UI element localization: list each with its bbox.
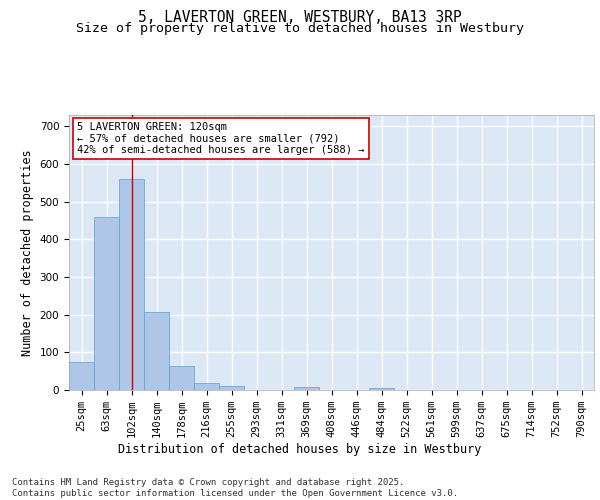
- Text: Size of property relative to detached houses in Westbury: Size of property relative to detached ho…: [76, 22, 524, 35]
- Y-axis label: Number of detached properties: Number of detached properties: [21, 149, 34, 356]
- Text: 5 LAVERTON GREEN: 120sqm
← 57% of detached houses are smaller (792)
42% of semi-: 5 LAVERTON GREEN: 120sqm ← 57% of detach…: [77, 122, 364, 155]
- Bar: [194, 383, 219, 390]
- Bar: [69, 362, 94, 390]
- Text: 5, LAVERTON GREEN, WESTBURY, BA13 3RP: 5, LAVERTON GREEN, WESTBURY, BA13 3RP: [138, 10, 462, 25]
- Text: Contains HM Land Registry data © Crown copyright and database right 2025.
Contai: Contains HM Land Registry data © Crown c…: [12, 478, 458, 498]
- Bar: [294, 387, 319, 390]
- Text: Distribution of detached houses by size in Westbury: Distribution of detached houses by size …: [118, 442, 482, 456]
- Bar: [219, 386, 244, 390]
- Bar: [119, 179, 144, 390]
- Bar: [94, 216, 119, 390]
- Bar: [369, 388, 394, 390]
- Bar: [169, 366, 194, 390]
- Bar: [144, 312, 169, 390]
